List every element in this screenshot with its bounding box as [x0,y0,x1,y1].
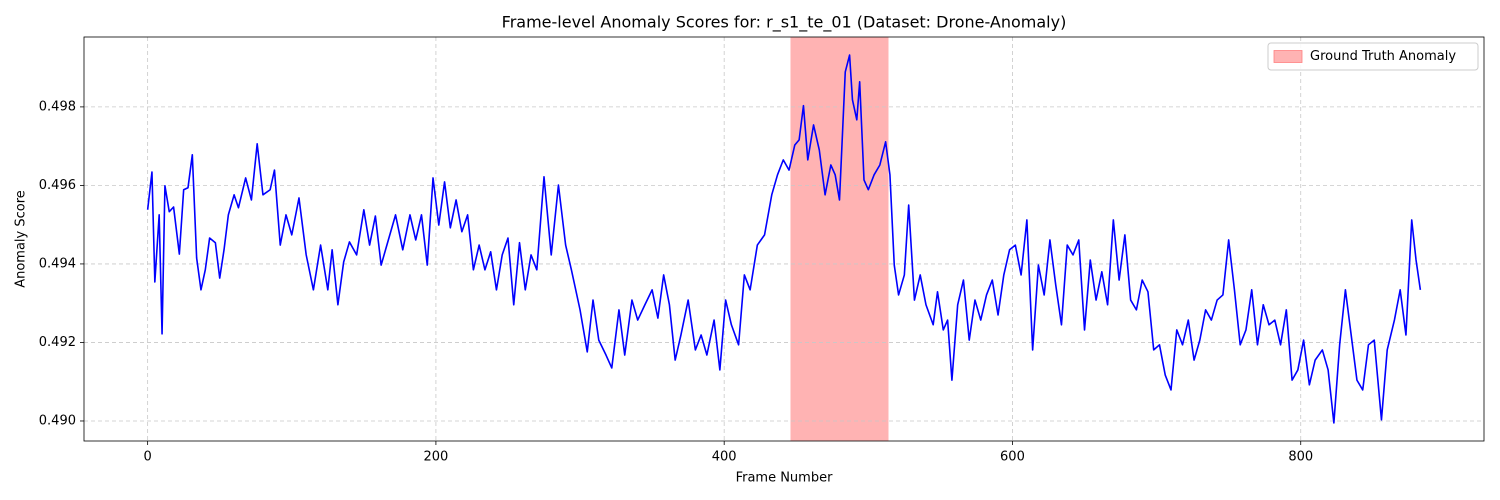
chart-title: Frame-level Anomaly Scores for: r_s1_te_… [502,13,1067,33]
y-tick-label: 0.496 [39,178,76,193]
legend-box [1267,42,1479,71]
x-axis-label: Frame Number [736,471,834,486]
x-tick-label: 600 [1000,450,1025,465]
y-tick-label: 0.492 [39,335,76,350]
y-tick-label: 0.498 [39,99,76,114]
y-tick-label: 0.494 [39,256,76,271]
legend-swatch [1273,50,1303,63]
x-tick-label: 800 [1288,450,1313,465]
plot-frame [83,36,1485,442]
y-tick-label: 0.490 [39,413,76,428]
legend-label: Ground Truth Anomaly [1310,49,1456,64]
anomaly-span [790,37,889,441]
x-tick-label: 200 [423,450,448,465]
x-tick-label: 0 [143,450,151,465]
score-line [146,54,1422,424]
y-axis-label: Anomaly Score [14,190,29,288]
x-tick-label: 400 [712,450,737,465]
